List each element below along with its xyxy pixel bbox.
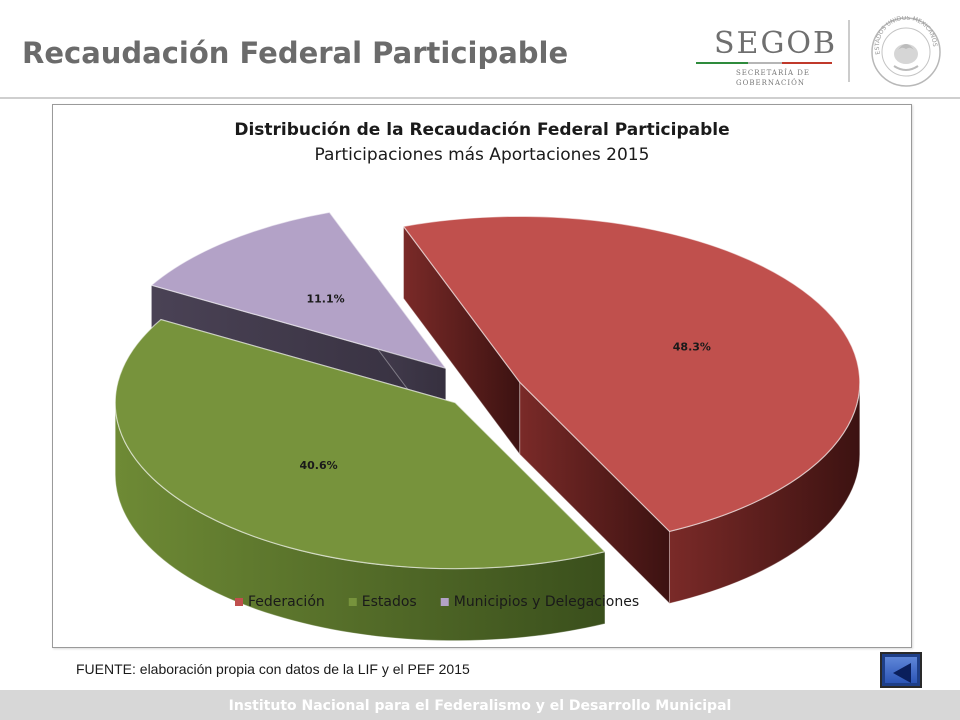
pie-slice-top-municipios xyxy=(150,211,448,370)
pie-slice-estados xyxy=(114,318,607,642)
header-divider xyxy=(0,97,960,99)
footer-bar: Instituto Nacional para el Federalismo y… xyxy=(0,690,960,720)
segob-logo: SEGOB SECRETARÍA DE GOBERNACIÓN xyxy=(696,22,846,90)
segob-subtitle-line2: GOBERNACIÓN xyxy=(736,79,806,87)
legend-label-municipios: Municipios y Delegaciones xyxy=(454,594,639,610)
segob-bar-green xyxy=(696,62,748,64)
legend-swatch-municipios xyxy=(440,598,449,606)
legend-swatch-estados xyxy=(348,598,357,606)
pie-chart: Distribución de la Recaudación Federal P… xyxy=(114,120,861,642)
chart-frame: Distribución de la Recaudación Federal P… xyxy=(52,104,912,648)
data-label-federacion: 48.3% xyxy=(673,341,711,354)
logo-divider xyxy=(848,20,850,82)
legend-label-estados: Estados xyxy=(362,594,417,610)
source-note: FUENTE: elaboración propia con datos de … xyxy=(76,661,470,677)
segob-wordmark: SEGOB xyxy=(714,26,838,61)
segob-bar-red xyxy=(782,62,832,64)
legend-label-federacion: Federación xyxy=(248,594,325,610)
legend-item-municipios: Municipios y Delegaciones xyxy=(440,594,639,610)
pie-slice-top-federacion xyxy=(402,215,861,533)
chart-title: Distribución de la Recaudación Federal P… xyxy=(234,120,729,140)
data-label-estados: 40.6% xyxy=(299,459,337,472)
back-button[interactable] xyxy=(880,652,922,688)
footer-text: Instituto Nacional para el Federalismo y… xyxy=(228,698,732,714)
legend-swatch-federacion xyxy=(235,598,243,606)
segob-bar-gray xyxy=(748,62,782,64)
data-label-municipios: 11.1% xyxy=(306,292,344,305)
pie-slice-federacion xyxy=(402,215,861,605)
national-seal-icon: ESTADOS UNIDOS MEXICANOS xyxy=(871,16,941,87)
chart-subtitle: Participaciones más Aportaciones 2015 xyxy=(315,145,650,165)
legend-item-federacion: Federación xyxy=(235,594,325,610)
back-arrow-icon xyxy=(893,663,911,683)
legend-item-estados: Estados xyxy=(348,594,417,610)
pie-slice-top-estados xyxy=(114,318,607,570)
segob-subtitle-line1: SECRETARÍA DE xyxy=(736,69,811,77)
slide-title: Recaudación Federal Participable xyxy=(22,36,569,70)
